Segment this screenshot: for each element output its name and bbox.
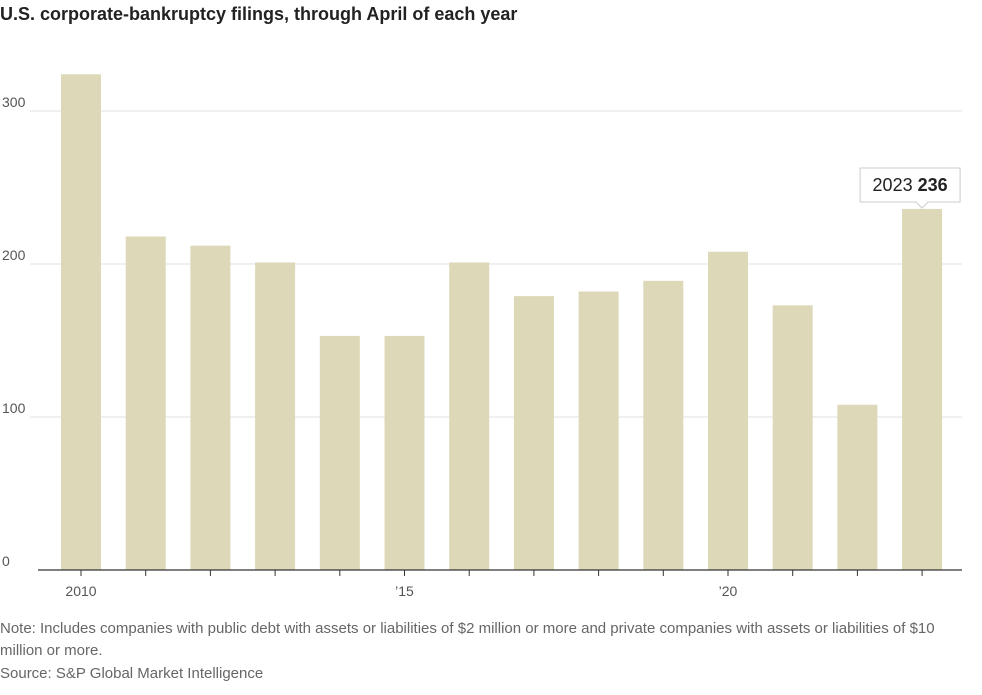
bar-2022 <box>837 405 877 570</box>
bar-2019 <box>643 281 683 570</box>
annotation-label: 2023 236 <box>873 175 948 195</box>
bar-2021 <box>773 305 813 570</box>
x-tick-label-2020: ’20 <box>719 583 738 599</box>
bar-2015 <box>385 336 425 570</box>
bar-2014 <box>320 336 360 570</box>
y-tick-label-100: 100 <box>2 400 26 416</box>
chart-source: Source: S&P Global Market Intelligence <box>0 665 263 682</box>
y-tick-label-300: 300 <box>2 94 26 110</box>
bar-2013 <box>255 262 295 570</box>
bar-2023 <box>902 209 942 570</box>
gridlines <box>30 111 962 417</box>
x-tick-label-2015: ’15 <box>395 583 414 599</box>
y-tick-label-200: 200 <box>2 247 26 263</box>
annotation-year: 2023 <box>873 175 918 195</box>
bar-2012 <box>190 246 230 570</box>
chart-note: Note: Includes companies with public deb… <box>0 618 960 662</box>
bar-2017 <box>514 296 554 570</box>
bar-2016 <box>449 262 489 570</box>
annotation-value: 236 <box>918 175 948 195</box>
bar-2011 <box>126 236 166 570</box>
x-tick-label-2010: 2010 <box>65 583 96 599</box>
annotation: 2023 236 <box>860 168 960 208</box>
bars <box>61 74 942 570</box>
bar-2010 <box>61 74 101 570</box>
bar-2020 <box>708 252 748 570</box>
bar-2018 <box>579 292 619 570</box>
y-tick-label-0: 0 <box>2 553 10 569</box>
bar-chart: 0 100 200 300 2010 ’15 ’20 2023 236 <box>0 0 982 605</box>
